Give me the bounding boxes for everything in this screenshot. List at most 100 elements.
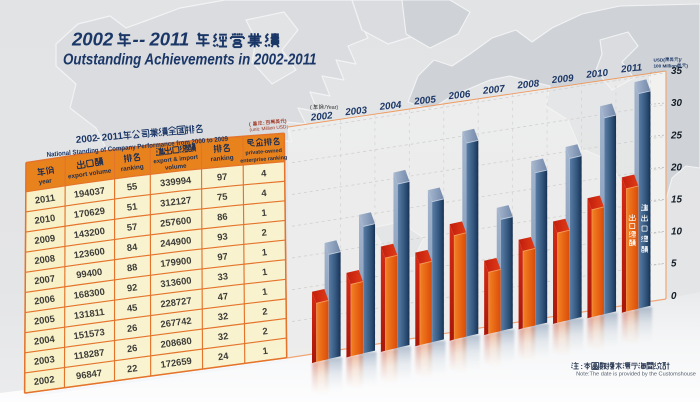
svg-text:168300: 168300 [73, 286, 106, 301]
svg-text:172659: 172659 [160, 355, 192, 370]
svg-text:131811: 131811 [73, 306, 105, 321]
svg-text:2011: 2011 [620, 62, 643, 75]
svg-text:99400: 99400 [76, 266, 103, 280]
svg-text:2002: 2002 [71, 29, 114, 50]
svg-text:2011: 2011 [34, 192, 56, 206]
svg-text:2: 2 [261, 226, 267, 237]
svg-text::: : [581, 362, 583, 371]
svg-text:25: 25 [670, 130, 682, 141]
svg-text:2009: 2009 [550, 73, 574, 86]
svg-text:)/: )/ [679, 57, 683, 62]
svg-text:151573: 151573 [73, 326, 106, 341]
svg-text:export & import: export & import [153, 155, 198, 166]
svg-text:33: 33 [217, 270, 229, 282]
svg-text:2011: 2011 [101, 131, 124, 144]
svg-text:2002: 2002 [75, 133, 98, 146]
svg-text:1: 1 [261, 246, 267, 257]
svg-text:2009: 2009 [34, 232, 56, 246]
svg-text:10: 10 [671, 227, 682, 238]
svg-text:): ) [686, 63, 688, 68]
svg-text:2002: 2002 [33, 373, 55, 387]
svg-text:86: 86 [217, 210, 228, 222]
svg-text:32: 32 [217, 330, 229, 342]
svg-text:2005: 2005 [413, 94, 437, 107]
svg-text:(: ( [249, 122, 252, 128]
svg-text:93: 93 [217, 230, 229, 242]
svg-text:2010: 2010 [585, 68, 609, 81]
svg-text:100 Million(: 100 Million( [654, 63, 679, 68]
svg-text:32: 32 [217, 310, 229, 322]
svg-text:1: 1 [261, 286, 267, 298]
svg-text:-: - [96, 133, 100, 144]
svg-text:2006: 2006 [33, 293, 55, 307]
svg-text:(: ( [310, 105, 312, 111]
svg-text:35: 35 [671, 66, 682, 77]
svg-text:22: 22 [126, 362, 138, 374]
svg-text:2003: 2003 [33, 353, 55, 367]
svg-text:2002: 2002 [309, 110, 333, 123]
svg-text:92: 92 [126, 281, 138, 293]
svg-text:84: 84 [126, 241, 139, 253]
svg-text:--: -- [133, 29, 146, 50]
svg-text:244900: 244900 [160, 234, 192, 249]
svg-text:97: 97 [217, 250, 229, 262]
svg-text:2007: 2007 [33, 272, 55, 286]
svg-text:20: 20 [670, 162, 682, 173]
svg-text:ranking: ranking [120, 163, 144, 173]
svg-text:179900: 179900 [160, 254, 192, 269]
svg-text:45: 45 [126, 301, 138, 313]
svg-text:194037: 194037 [73, 184, 106, 199]
svg-text:2008: 2008 [516, 78, 540, 91]
svg-text:57: 57 [126, 221, 138, 233]
svg-text:24: 24 [217, 350, 230, 362]
svg-text:30: 30 [671, 98, 682, 109]
svg-text:143200: 143200 [73, 225, 106, 240]
svg-text:257600: 257600 [160, 214, 192, 228]
svg-text:1: 1 [262, 345, 269, 357]
svg-text:97: 97 [216, 171, 227, 183]
svg-text:312127: 312127 [159, 194, 191, 208]
svg-text:Note:The date is provided by t: Note:The date is provided by the Customs… [576, 372, 696, 378]
svg-text::: : [263, 121, 266, 127]
svg-text:47: 47 [217, 290, 229, 302]
svg-text:2004: 2004 [378, 100, 402, 113]
svg-text:170629: 170629 [73, 205, 106, 220]
svg-text:volume: volume [165, 162, 188, 171]
svg-text:ranking: ranking [210, 154, 234, 163]
svg-text:2008: 2008 [34, 252, 56, 266]
svg-text:2: 2 [262, 305, 269, 317]
svg-text:/Year): /Year) [325, 105, 339, 111]
svg-text:96847: 96847 [75, 367, 102, 381]
svg-text:4: 4 [261, 187, 268, 198]
svg-text:0: 0 [671, 291, 677, 302]
svg-text:5: 5 [671, 259, 677, 270]
svg-text:): ) [285, 119, 288, 125]
svg-text:2003: 2003 [344, 105, 368, 118]
svg-text:2006: 2006 [447, 89, 471, 102]
svg-text:1: 1 [261, 207, 267, 218]
svg-text:208680: 208680 [160, 335, 192, 350]
svg-text:267742: 267742 [160, 315, 192, 330]
svg-text:2010: 2010 [34, 212, 56, 226]
svg-text:228727: 228727 [160, 295, 192, 310]
svg-text:USD(: USD( [654, 57, 666, 62]
svg-text:26: 26 [126, 322, 138, 334]
svg-text:2011: 2011 [149, 29, 190, 50]
svg-text:4: 4 [261, 167, 268, 178]
svg-text:339994: 339994 [159, 174, 192, 188]
svg-text:private-owned: private-owned [245, 148, 282, 157]
svg-text:15: 15 [671, 195, 682, 206]
svg-text:26: 26 [126, 342, 138, 354]
svg-text:88: 88 [126, 261, 138, 273]
svg-text:75: 75 [217, 191, 228, 203]
svg-text:(unit: Million USD): (unit: Million USD) [249, 124, 288, 133]
svg-text:123600: 123600 [73, 245, 106, 260]
svg-text:2007: 2007 [481, 84, 505, 97]
svg-text:55: 55 [126, 180, 138, 192]
svg-text:2004: 2004 [33, 333, 56, 347]
svg-text:enterprise ranking: enterprise ranking [240, 155, 287, 165]
svg-text:Outstanding Achievements in 20: Outstanding Achievements in 2002-2011 [63, 52, 317, 69]
svg-text:51: 51 [126, 200, 138, 212]
svg-text:118287: 118287 [73, 346, 105, 361]
svg-text:1: 1 [261, 266, 267, 278]
